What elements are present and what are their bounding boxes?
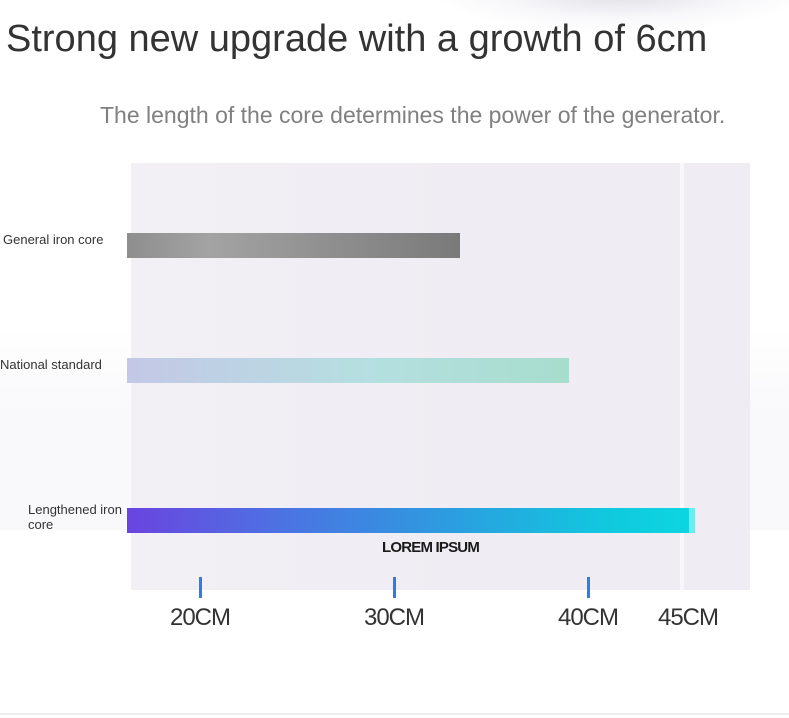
chart-caption: LOREM IPSUM [382, 539, 480, 556]
bar-lengthened-tip-highlight [688, 508, 695, 533]
tick-mark-20 [199, 577, 202, 598]
chart-panel-edge [680, 163, 684, 590]
page-subtitle: The length of the core determines the po… [100, 102, 726, 128]
tick-mark-30 [393, 577, 396, 598]
page-title: Strong new upgrade with a growth of 6cm [6, 18, 708, 60]
bottom-divider [0, 713, 789, 715]
tick-label-20: 20CM [169, 604, 231, 631]
tick-label-30: 30CM [363, 604, 425, 631]
tick-label-40: 40CM [557, 604, 619, 631]
bar-general-iron-core [127, 233, 460, 258]
bar-national-standard [127, 358, 569, 383]
category-label-general: General iron core [3, 232, 104, 247]
category-label-lengthened: Lengthened iron core [28, 502, 122, 532]
bar-lengthened-iron-core [127, 508, 695, 533]
tick-mark-40 [587, 577, 590, 598]
tick-label-45: 45CM [657, 604, 719, 631]
category-label-national: National standard [0, 357, 102, 372]
